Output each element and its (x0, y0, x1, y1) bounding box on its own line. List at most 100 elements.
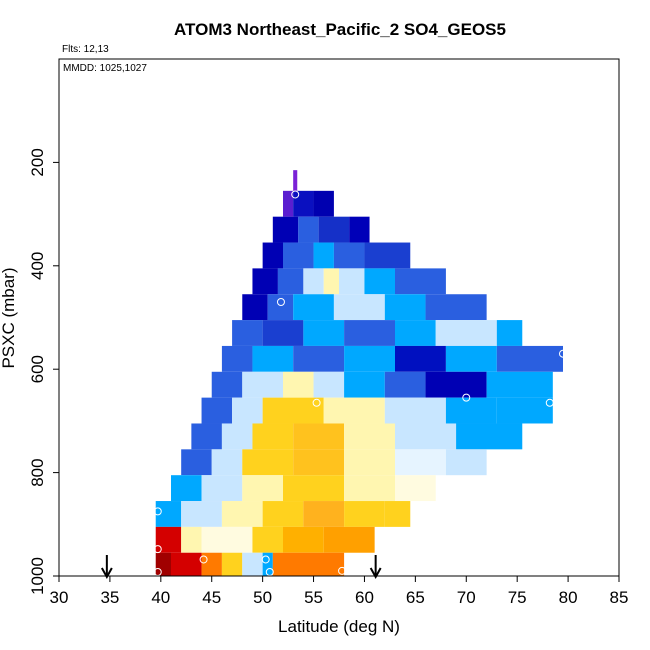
heatmap-cell-10-0 (191, 423, 222, 450)
sample-marker-0 (291, 190, 300, 199)
heatmap-cell-11-6 (445, 449, 487, 476)
heatmap-cell-0-0 (293, 170, 298, 191)
sample-marker-6 (153, 507, 162, 516)
heatmap-cell-8-0 (211, 371, 243, 398)
sample-marker-12 (338, 566, 347, 575)
date-annotation: MMDD: 1025,1027 (63, 63, 147, 74)
sample-marker-1 (276, 297, 285, 306)
heatmap-cell-12-5 (395, 475, 436, 502)
heatmap-cell-5-0 (242, 294, 268, 321)
heatmap-cell-9-3 (323, 397, 385, 424)
heatmap-cell-8-2 (283, 371, 314, 398)
heatmap-cell-10-1 (221, 423, 253, 450)
heatmap-cell-15-5 (262, 552, 273, 576)
heatmap-cell-14-0 (155, 526, 182, 553)
sample-marker-8 (199, 555, 208, 564)
heatmap-cell-11-2 (242, 449, 294, 476)
x-tick-label-2: 40 (151, 588, 170, 607)
x-tick-label-6: 60 (355, 588, 374, 607)
heatmap-cell-7-3 (344, 345, 395, 372)
heatmap-cell-14-2 (201, 526, 253, 553)
heatmap-cell-5-5 (425, 294, 487, 321)
x-tick-label-10: 80 (559, 588, 578, 607)
sample-marker-9 (261, 555, 270, 564)
heatmap-cell-9-4 (384, 397, 446, 424)
heatmap-cell-6-3 (344, 320, 395, 346)
heatmap-cell-7-6 (496, 345, 563, 372)
heatmap-cell-7-5 (445, 345, 497, 372)
heatmap-cell-7-4 (395, 345, 446, 372)
heatmap-cell-14-4 (283, 526, 324, 553)
heatmap-cell-15-6 (272, 552, 345, 576)
flights-annotation: Flts: 12,13 (62, 44, 109, 55)
chart-title: ATOM3 Northeast_Pacific_2 SO4_GEOS5 (174, 20, 506, 39)
heatmap-cell-2-0 (272, 216, 299, 243)
heatmap-cell-2-3 (349, 216, 370, 243)
heatmap-cells (155, 170, 563, 576)
heatmap-cell-3-4 (364, 242, 411, 269)
heatmap-cell-11-4 (344, 449, 395, 476)
x-tick-label-11: 85 (610, 588, 629, 607)
heatmap-cell-3-1 (283, 242, 314, 269)
x-tick-label-7: 65 (406, 588, 425, 607)
heatmap-cell-9-1 (232, 397, 263, 424)
heatmap-cell-14-3 (252, 526, 283, 553)
flight-arrows (100, 555, 382, 580)
heatmap-cell-13-4 (303, 501, 345, 527)
x-tick-label-1: 35 (100, 588, 119, 607)
heatmap-cell-10-2 (252, 423, 294, 450)
heatmap-cell-6-1 (262, 320, 304, 346)
sample-marker-3 (462, 393, 471, 402)
heatmap-cell-9-5 (445, 397, 497, 424)
x-tick-label-9: 75 (508, 588, 527, 607)
heatmap-cell-11-1 (211, 449, 243, 476)
heatmap-cell-3-0 (262, 242, 283, 269)
heatmap-cell-12-4 (344, 475, 395, 502)
heatmap-cell-10-3 (293, 423, 345, 450)
heatmap-cell-14-5 (323, 526, 375, 553)
x-tick-label-5: 55 (304, 588, 323, 607)
heatmap-cell-4-3 (323, 268, 339, 295)
heatmap-cell-4-6 (395, 268, 446, 295)
heatmap-cell-13-6 (384, 501, 411, 527)
heatmap-cell-7-0 (221, 345, 253, 372)
y-tick-label-2: 600 (28, 355, 47, 383)
down-arrow-icon-1 (369, 555, 382, 580)
heatmap-cell-13-3 (262, 501, 304, 527)
y-axis-label: PSXC (mbar) (0, 267, 18, 368)
heatmap-cell-10-5 (395, 423, 457, 450)
heatmap-cell-4-0 (252, 268, 278, 295)
down-arrow-icon-0 (100, 555, 113, 580)
heatmap-cell-6-4 (395, 320, 436, 346)
heatmap-cell-15-0 (155, 552, 171, 576)
heatmap-cell-3-2 (313, 242, 334, 269)
heatmap-cell-12-2 (242, 475, 283, 502)
x-tick-label-3: 45 (202, 588, 221, 607)
y-tick-label-1: 400 (28, 252, 47, 280)
heatmap-cell-12-1 (201, 475, 243, 502)
heatmap-cell-15-1 (171, 552, 202, 576)
heatmap-cell-15-4 (242, 552, 263, 576)
x-axis-label: Latitude (deg N) (278, 617, 400, 636)
heatmap-cell-9-2 (262, 397, 324, 424)
x-tick-label-8: 70 (457, 588, 476, 607)
heatmap-cell-5-4 (384, 294, 426, 321)
heatmap-cell-2-2 (318, 216, 350, 243)
heatmap-cell-6-0 (232, 320, 263, 346)
heatmap-cell-8-7 (486, 371, 553, 398)
heatmap-cell-10-4 (344, 423, 395, 450)
heatmap-cell-6-5 (435, 320, 497, 346)
sample-marker-2 (312, 398, 321, 407)
heatmap-cell-9-0 (201, 397, 233, 424)
heatmap-cell-8-3 (313, 371, 345, 398)
heatmap-cell-10-6 (456, 423, 523, 450)
heatmap-cell-1-2 (313, 190, 334, 217)
heatmap-cell-13-2 (221, 501, 263, 527)
heatmap-cell-5-2 (293, 294, 334, 321)
heatmap-cell-8-4 (344, 371, 385, 398)
heatmap-cell-7-2 (293, 345, 345, 372)
heatmap-cell-1-1 (293, 190, 314, 217)
heatmap-cell-6-2 (303, 320, 345, 346)
sample-marker-5 (559, 349, 567, 358)
